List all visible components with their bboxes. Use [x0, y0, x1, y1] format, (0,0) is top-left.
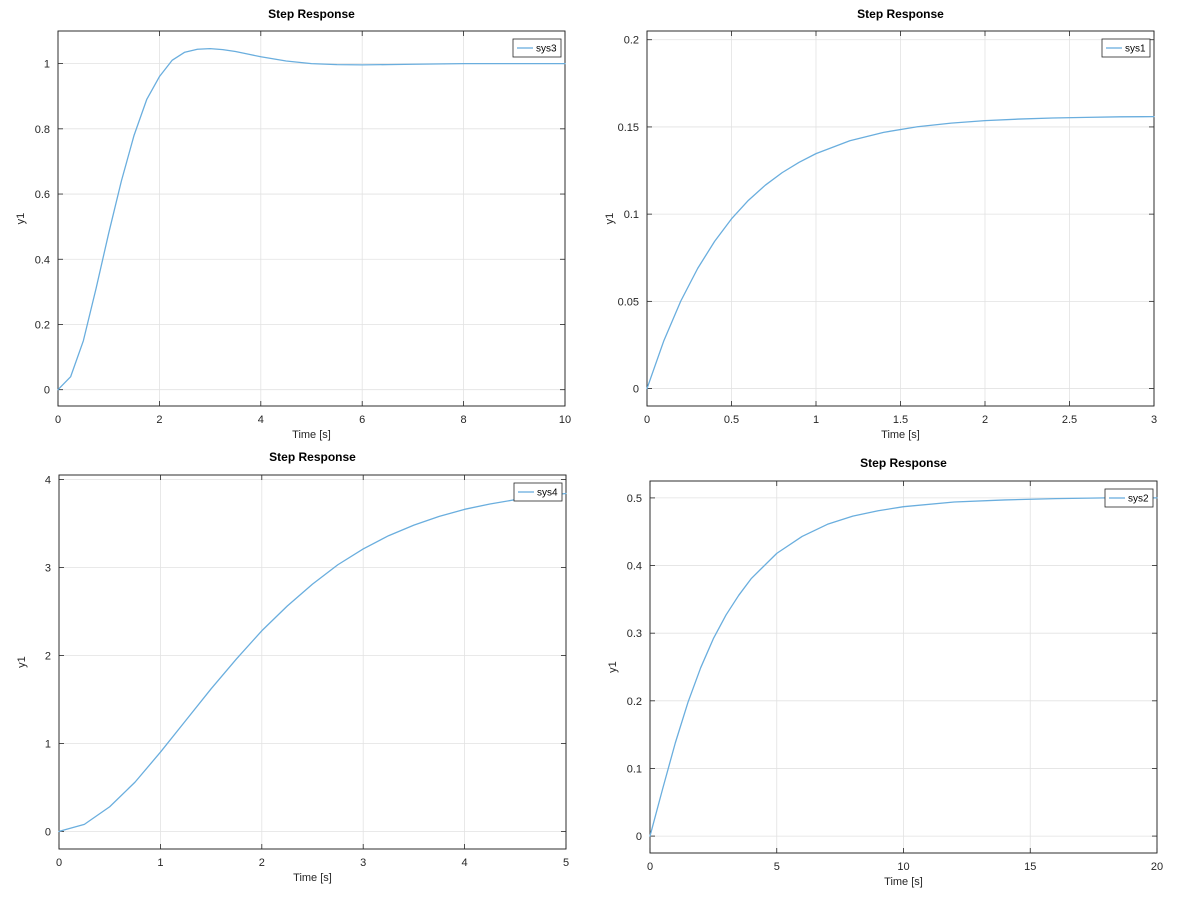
legend-box: [513, 482, 563, 502]
plot-area: [58, 474, 567, 850]
x-tick-label: 0.5: [724, 414, 739, 426]
y-tick-label: 0: [633, 384, 639, 396]
plot-border: [58, 474, 567, 850]
chart-sys1: Step Response Time [s] y1 0 0.5 1 1.5 2 2.5 3 0…: [604, 7, 1157, 441]
legend-box: [512, 38, 562, 58]
legend-entry: sys1: [1125, 44, 1146, 55]
x-tick-label: 0: [647, 861, 653, 873]
y-axis-label: y1: [604, 213, 616, 225]
y-tick-label: 0: [636, 831, 642, 843]
y-tick-label: 0.8: [35, 124, 50, 136]
x-tick-label: 1.5: [893, 414, 908, 426]
x-axis-label: Time [s]: [292, 429, 331, 441]
y-axis-label: y1: [607, 661, 619, 673]
x-tick-label: 0: [55, 414, 61, 426]
chart-title: Step Response: [857, 7, 944, 21]
legend: sys4: [513, 482, 563, 502]
series-line-sys1: [646, 115, 1155, 390]
legend-box: [1101, 38, 1151, 58]
y-tick-label: 1: [45, 738, 51, 750]
series-line-sys2: [649, 497, 1158, 837]
y-tick-label: 0.3: [627, 628, 642, 640]
y-tick-label: 0.6: [35, 189, 50, 201]
x-tick-label: 2: [259, 857, 265, 869]
plot-border: [57, 30, 566, 407]
y-tick-label: 0.5: [627, 493, 642, 505]
legend-box: [1104, 488, 1154, 508]
chart-sys2: Step Response Time [s] y1 0 5 10 15 20 0 0.1 0.…: [607, 456, 1163, 888]
x-tick-label: 20: [1151, 861, 1163, 873]
plot-area: [57, 30, 566, 407]
y-tick-label: 1: [44, 59, 50, 71]
legend: sys1: [1101, 38, 1151, 58]
y-tick-label: 0.2: [35, 319, 50, 331]
x-axis-label: Time [s]: [881, 429, 920, 441]
legend: sys3: [512, 38, 562, 58]
legend-entry: sys2: [1128, 494, 1149, 505]
x-tick-label: 5: [563, 857, 569, 869]
y-tick-label: 0: [44, 385, 50, 397]
x-tick-label: 10: [559, 414, 571, 426]
chart-title: Step Response: [269, 450, 356, 464]
x-tick-label: 4: [462, 857, 468, 869]
y-axis-label: y1: [15, 213, 27, 225]
y-tick-label: 0.2: [624, 35, 639, 47]
x-tick-label: 3: [360, 857, 366, 869]
y-tick-label: 0.2: [627, 696, 642, 708]
x-tick-label: 10: [897, 861, 909, 873]
x-tick-label: 6: [359, 414, 365, 426]
x-tick-label: 4: [258, 414, 264, 426]
x-tick-label: 8: [461, 414, 467, 426]
chart-title: Step Response: [860, 456, 947, 470]
y-tick-label: 4: [45, 474, 51, 486]
y-tick-label: 0.05: [618, 296, 639, 308]
x-tick-label: 3: [1151, 414, 1157, 426]
y-tick-label: 0: [45, 826, 51, 838]
y-tick-label: 0.1: [627, 763, 642, 775]
x-tick-label: 0: [644, 414, 650, 426]
legend-entry: sys3: [536, 44, 557, 55]
y-tick-label: 0.4: [35, 254, 50, 266]
x-tick-label: 1: [157, 857, 163, 869]
x-tick-label: 2: [156, 414, 162, 426]
x-tick-label: 5: [774, 861, 780, 873]
y-tick-label: 2: [45, 650, 51, 662]
y-axis-label: y1: [16, 656, 28, 668]
y-tick-label: 0.1: [624, 209, 639, 221]
y-tick-label: 0.4: [627, 561, 642, 573]
chart-sys3: Step Response Time [s] y1 0 2 4 6 8 10 0 0.2 0.4…: [15, 7, 571, 441]
legend: sys2: [1104, 488, 1154, 508]
x-axis-label: Time [s]: [293, 872, 332, 884]
legend-entry: sys4: [537, 488, 558, 499]
series-line-sys4: [58, 492, 567, 833]
chart-sys4: Step Response Time [s] y1 0 1 2 3 4 5 0 1 2 3 4 sys…: [16, 450, 569, 884]
x-tick-label: 0: [56, 857, 62, 869]
x-tick-label: 2.5: [1062, 414, 1077, 426]
x-tick-label: 15: [1024, 861, 1036, 873]
chart-title: Step Response: [268, 7, 355, 21]
x-axis-label: Time [s]: [884, 876, 923, 888]
x-tick-label: 2: [982, 414, 988, 426]
y-tick-label: 0.15: [618, 122, 639, 134]
x-tick-label: 1: [813, 414, 819, 426]
series-line-sys3: [57, 47, 566, 391]
y-tick-label: 3: [45, 562, 51, 574]
